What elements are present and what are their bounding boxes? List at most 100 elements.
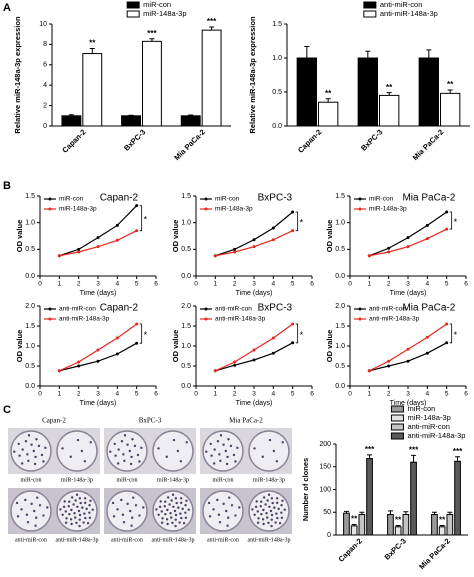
colony xyxy=(265,512,268,515)
plate xyxy=(202,490,244,532)
colony xyxy=(165,455,168,458)
colony xyxy=(16,515,20,518)
colony xyxy=(184,516,188,519)
chart-title: Mia PaCa-2 xyxy=(402,303,455,314)
legend-marker xyxy=(358,307,362,311)
colony xyxy=(140,446,143,450)
colony xyxy=(210,454,213,457)
colony xyxy=(130,455,133,459)
colony xyxy=(68,512,71,516)
x-tick-label: 3 xyxy=(96,281,100,288)
line xyxy=(369,211,448,257)
point xyxy=(425,351,429,355)
colony xyxy=(37,444,41,448)
error-bar xyxy=(68,114,74,116)
colony xyxy=(46,506,49,509)
x-tick-label: Capan-2 xyxy=(337,536,364,563)
colony xyxy=(172,505,175,508)
bar xyxy=(180,115,201,127)
colony xyxy=(81,506,84,509)
bar xyxy=(394,526,402,536)
colony xyxy=(42,514,45,517)
plate xyxy=(10,430,52,472)
x-tick-label: 0 xyxy=(38,391,42,398)
colony xyxy=(38,504,42,507)
y-tick-label: 1.0 xyxy=(25,343,35,350)
y-tick-label: 0.0 xyxy=(25,383,35,390)
colony xyxy=(13,450,16,453)
y-tick-label: 0.0 xyxy=(181,273,191,280)
colony xyxy=(280,516,284,519)
y-tick-label: 2.0 xyxy=(335,303,345,310)
colony xyxy=(78,513,82,517)
x-tick-label: 2 xyxy=(77,391,81,398)
colony xyxy=(173,509,177,513)
point xyxy=(115,238,119,242)
image-label: miR-148a-3p xyxy=(61,477,93,483)
colony xyxy=(59,508,62,511)
line xyxy=(215,211,294,257)
bar xyxy=(379,94,400,127)
x-tick-label: BxPC-3 xyxy=(359,127,384,152)
image-label: anti-miR-148a-3p xyxy=(248,537,291,543)
colony xyxy=(80,449,84,453)
y-tick-label: 2.0 xyxy=(181,303,191,310)
colony xyxy=(123,459,126,463)
colony xyxy=(225,509,228,513)
significance: ** xyxy=(351,515,358,524)
colony xyxy=(42,460,45,463)
colony xyxy=(270,513,274,517)
colony xyxy=(270,497,274,500)
y-tick-label: 1.5 xyxy=(335,193,345,200)
y-tick-label: 10 xyxy=(39,21,47,28)
colony xyxy=(34,524,37,527)
colony xyxy=(234,514,237,517)
colony xyxy=(268,505,271,508)
y-tick-label: 2.0 xyxy=(25,303,35,310)
point xyxy=(271,336,275,340)
colony xyxy=(24,440,28,443)
legend-swatch xyxy=(390,432,404,440)
legend-label: miR-con xyxy=(215,196,240,203)
line xyxy=(59,205,138,257)
plate xyxy=(56,490,98,532)
x-tick-label: 5 xyxy=(445,391,449,398)
colony xyxy=(222,443,225,446)
image-label: miR-148a-3p xyxy=(253,477,285,483)
annotation: * xyxy=(300,218,304,228)
point xyxy=(213,369,217,373)
y-tick-label: 1.0 xyxy=(335,220,345,227)
colony xyxy=(281,441,284,444)
colony xyxy=(15,501,19,505)
y-tick-label: 2 xyxy=(43,102,47,109)
colony xyxy=(213,462,216,465)
legend-label: anti-miR-148a-3p xyxy=(369,316,420,323)
plate xyxy=(106,490,148,532)
panel-label: C xyxy=(3,404,11,416)
point xyxy=(387,364,391,368)
colony xyxy=(273,506,276,509)
y-tick-label: 1.0 xyxy=(335,343,345,350)
colony xyxy=(122,453,125,456)
colony xyxy=(177,506,180,509)
colony xyxy=(116,508,119,511)
chart-title: BxPC-3 xyxy=(258,193,293,204)
y-tick-label: 1.0 xyxy=(181,220,191,227)
colony xyxy=(257,517,260,520)
colony xyxy=(271,501,274,505)
y-tick-label: 200 xyxy=(319,441,331,448)
colony xyxy=(88,511,91,514)
bar xyxy=(61,115,82,127)
colony xyxy=(168,503,171,506)
point xyxy=(271,351,275,355)
error-bar xyxy=(89,47,95,54)
point xyxy=(96,359,100,363)
legend-swatch xyxy=(390,423,404,431)
y-tick-label: 150 xyxy=(319,464,331,471)
legend-marker xyxy=(358,197,362,201)
colony xyxy=(216,440,220,443)
colony xyxy=(34,516,38,519)
colony xyxy=(123,434,127,437)
colony xyxy=(157,513,160,516)
colony xyxy=(109,450,112,453)
